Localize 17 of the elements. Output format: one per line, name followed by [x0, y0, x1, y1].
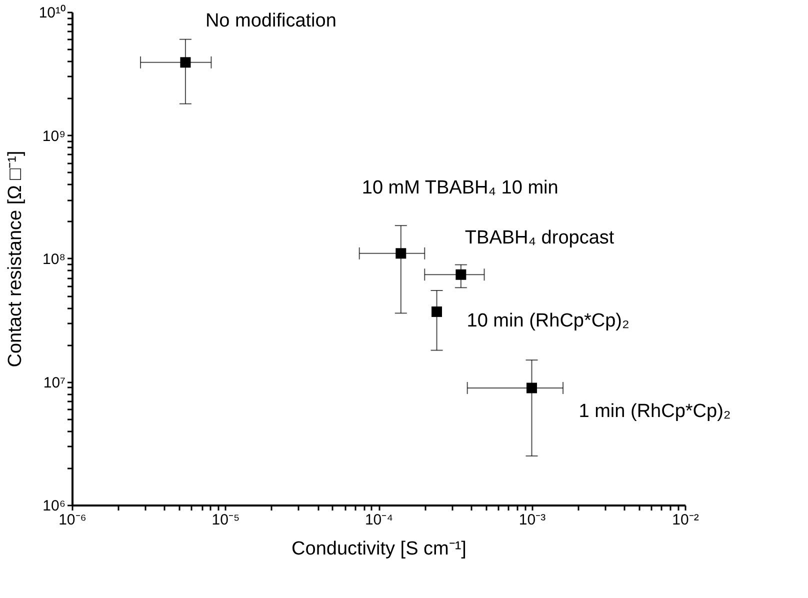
x-tick-label: 10⁻⁵	[212, 512, 240, 528]
x-tick-label: 10⁻⁶	[58, 512, 86, 528]
y-tick-label: 10⁸	[42, 251, 66, 268]
annotation: No modification	[205, 10, 336, 32]
x-tick-label: 10⁻²	[672, 512, 699, 528]
y-tick-label: 10⁷	[43, 374, 66, 392]
annotation: 10 min (RhCp*Cp)₂	[466, 310, 630, 332]
x-axis-title: Conductivity [S cm⁻¹]	[292, 538, 466, 560]
x-tick-label: 10⁻⁴	[364, 512, 394, 528]
annotation: TBABH₄ dropcast	[464, 228, 615, 249]
x-tick-label: 10⁻³	[518, 512, 546, 528]
y-tick-label: 10⁶	[42, 498, 66, 514]
annotation: 10 mM TBABH₄ 10 min	[362, 177, 558, 198]
y-axis-title: Contact resistance [Ω □⁻¹]	[4, 150, 26, 368]
y-tick-label: 10⁹	[42, 128, 66, 145]
y-tick-label: 10¹⁰	[38, 4, 66, 22]
annotation: 1 min (RhCp*Cp)₂	[578, 400, 731, 422]
